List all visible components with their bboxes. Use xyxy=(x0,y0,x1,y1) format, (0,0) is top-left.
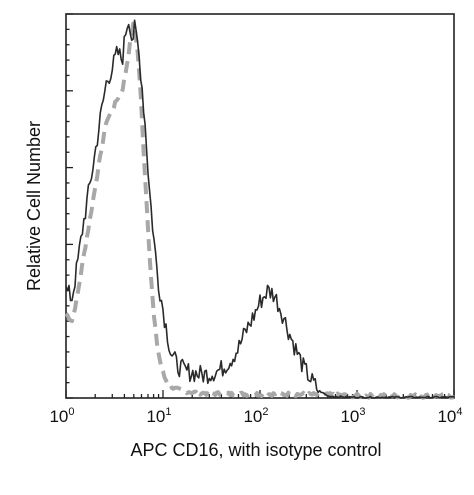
isotype-control-line xyxy=(64,21,455,400)
x-tick-label: 103 xyxy=(340,406,365,426)
x-axis-tick-labels: 100 101 102 103 104 xyxy=(49,406,462,426)
series-layer xyxy=(64,19,455,400)
y-axis-ticks xyxy=(66,13,73,399)
x-tick-label: 100 xyxy=(49,406,74,426)
x-axis-title: APC CD16, with isotype control xyxy=(130,440,381,460)
x-tick-label: 101 xyxy=(146,406,171,426)
cd16-stained-line xyxy=(65,19,455,399)
x-tick-label: 102 xyxy=(243,406,268,426)
y-axis-title: Relative Cell Number xyxy=(24,121,44,291)
x-tick-label: 104 xyxy=(437,406,462,426)
